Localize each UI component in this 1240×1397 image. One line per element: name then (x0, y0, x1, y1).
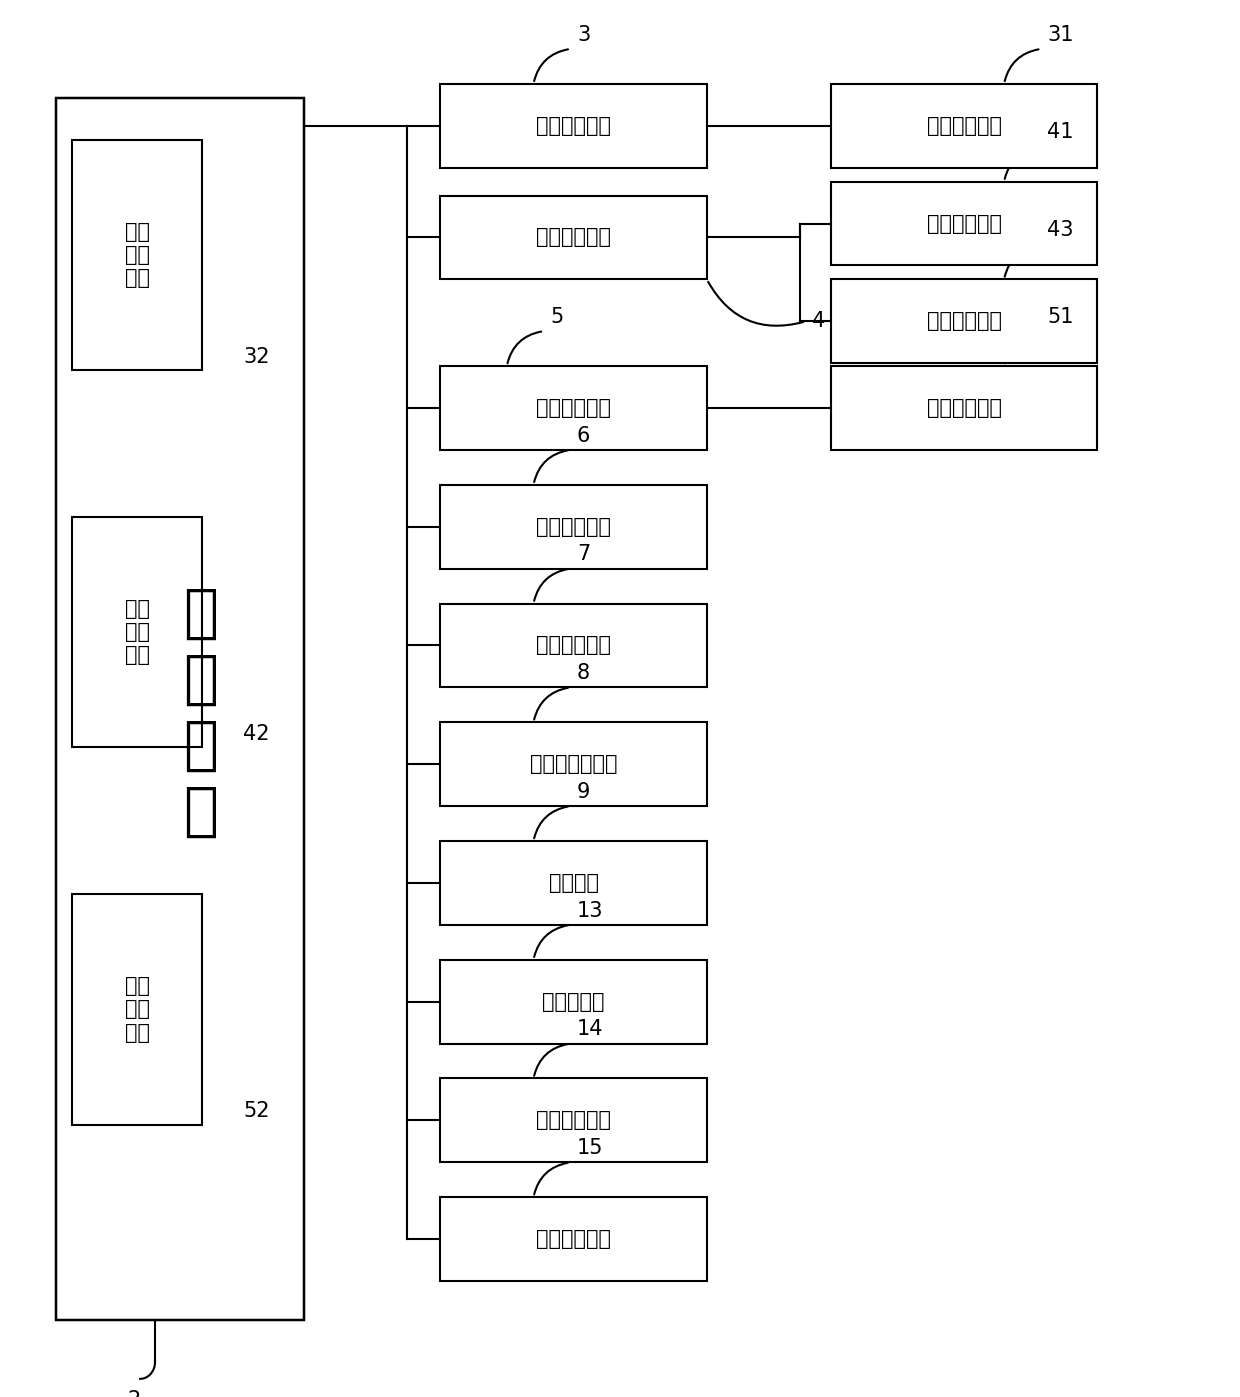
Text: 14: 14 (577, 1020, 604, 1039)
Text: 52: 52 (243, 1101, 269, 1122)
Text: 6: 6 (577, 426, 590, 446)
Bar (440, 485, 707, 569)
Text: 油温调节单元: 油温调节单元 (926, 312, 1002, 331)
Text: 测试模块: 测试模块 (548, 873, 599, 893)
Text: 油温检测单元: 油温检测单元 (926, 214, 1002, 233)
Text: 9: 9 (577, 782, 590, 802)
Bar (72, 517, 202, 747)
Text: 高压顶轴模块: 高压顶轴模块 (536, 517, 611, 536)
Bar (831, 366, 1097, 450)
Text: 32: 32 (243, 346, 269, 367)
Text: 液位检测单元: 液位检测单元 (926, 116, 1002, 136)
Text: 直流供油模块: 直流供油模块 (536, 1229, 611, 1249)
Bar (56, 98, 304, 1320)
Text: 3: 3 (577, 25, 590, 45)
Text: 41: 41 (1048, 123, 1074, 142)
Text: 液位控制模块: 液位控制模块 (536, 116, 611, 136)
Text: 43: 43 (1048, 221, 1074, 240)
Text: 清洁度检测模块: 清洁度检测模块 (529, 754, 618, 774)
Text: 7: 7 (577, 545, 590, 564)
Bar (831, 182, 1097, 265)
Bar (440, 366, 707, 450)
Text: 备用供油模块: 备用供油模块 (536, 1111, 611, 1130)
Text: 压力
处理
单元: 压力 处理 单元 (124, 977, 150, 1042)
Bar (440, 196, 707, 279)
Text: 8: 8 (577, 664, 590, 683)
Bar (72, 894, 202, 1125)
Text: 压力控制模块: 压力控制模块 (536, 398, 611, 418)
Bar (440, 722, 707, 806)
Text: 控
制
中
心: 控 制 中 心 (184, 585, 218, 840)
Bar (72, 140, 202, 370)
Text: 5: 5 (551, 307, 563, 327)
Text: 15: 15 (577, 1139, 604, 1158)
Text: 51: 51 (1048, 307, 1074, 327)
Text: 31: 31 (1048, 25, 1074, 45)
Bar (831, 279, 1097, 363)
Bar (440, 960, 707, 1044)
Text: 4: 4 (812, 312, 826, 331)
Text: 42: 42 (243, 724, 269, 745)
Text: 油温控制模块: 油温控制模块 (536, 228, 611, 247)
Bar (831, 84, 1097, 168)
Text: 压力检测单元: 压力检测单元 (926, 398, 1002, 418)
Bar (440, 1197, 707, 1281)
Text: 2: 2 (128, 1390, 140, 1397)
Text: 油温
处理
单元: 油温 处理 单元 (124, 599, 150, 665)
Text: 主供油模块: 主供油模块 (542, 992, 605, 1011)
Bar (440, 604, 707, 687)
Text: 13: 13 (577, 901, 604, 921)
Bar (440, 1078, 707, 1162)
Text: 液位
处理
单元: 液位 处理 单元 (124, 222, 150, 288)
Text: 储能控制模块: 储能控制模块 (536, 636, 611, 655)
Bar (440, 841, 707, 925)
Bar (440, 84, 707, 168)
